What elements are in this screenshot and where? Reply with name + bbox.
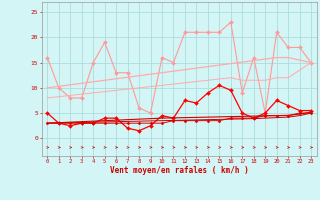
X-axis label: Vent moyen/en rafales ( km/h ): Vent moyen/en rafales ( km/h ) (110, 166, 249, 175)
